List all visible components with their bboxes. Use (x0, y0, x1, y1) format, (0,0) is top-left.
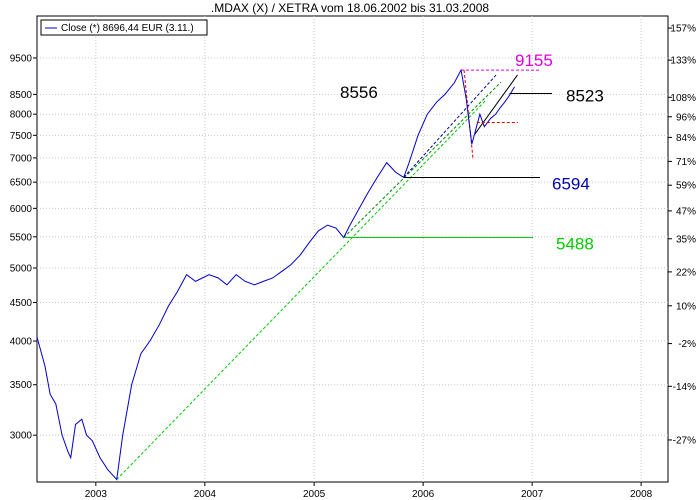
x-tick-label: 2004 (194, 489, 217, 500)
y-left-tick-label: 9500 (10, 53, 33, 64)
y-right-tick-label: 10% (676, 301, 696, 312)
y-right-tick-label: 22% (676, 267, 696, 278)
trendline-green (116, 99, 487, 480)
trendline-blue (403, 74, 497, 178)
series (36, 68, 515, 481)
trendline-black (474, 74, 518, 135)
y-right-tick-label: 157% (670, 24, 696, 35)
y-left-tick-label: 5500 (10, 232, 33, 243)
x-tick-label: 2008 (630, 489, 653, 500)
level-6594-label: 6594 (552, 174, 590, 193)
y-left-tick-label: 8500 (10, 90, 33, 101)
grid (37, 16, 668, 482)
price-line (36, 68, 515, 481)
y-left-tick-label: 3000 (10, 431, 33, 442)
y-left-tick-label: 7500 (10, 131, 33, 142)
level-8556-label: 8556 (340, 83, 378, 102)
y-right-tick-label: 133% (670, 56, 696, 67)
level-8523-label: 8523 (566, 86, 604, 105)
y-left-tick-label: 4000 (10, 337, 33, 348)
y-right-tick-label: 35% (676, 234, 696, 245)
y-left-tick-label: 5000 (10, 264, 33, 275)
y-right-tick-label: 71% (676, 157, 696, 168)
y-left-tick-label: 8000 (10, 110, 33, 121)
axes: 3000 3500 4000 4500 5000 5500 6000 6500 7000 7500… (10, 24, 696, 500)
y-right-tick-label: 108% (670, 93, 696, 104)
legend: Close (*) 8696,44 EUR (3.11.) (40, 19, 208, 36)
y-right-tick-label: 59% (676, 181, 696, 192)
y-right-tick-label: -2% (678, 339, 696, 350)
y-right-tick-label: 84% (676, 133, 696, 144)
y-right-tick-label: -14% (673, 382, 696, 393)
y-right-tick-label: -27% (673, 435, 696, 446)
x-tick-label: 2005 (303, 489, 326, 500)
level-5488-label: 5488 (556, 235, 594, 254)
legend-box (40, 19, 208, 36)
chart-title: .MDAX (X) / XETRA vom 18.06.2002 bis 31.… (210, 1, 490, 15)
x-tick-label: 2006 (412, 489, 435, 500)
y-right-tick-label: 96% (676, 112, 696, 123)
y-right-tick-label: 47% (676, 206, 696, 217)
legend-label: Close (*) 8696,44 EUR (3.11.) (61, 23, 194, 34)
y-left-tick-label: 4500 (10, 298, 33, 309)
y-left-tick-label: 7000 (10, 153, 33, 164)
annotation-lines (343, 69, 552, 239)
y-left-tick-label: 6500 (10, 178, 33, 189)
y-left-tick-label: 6000 (10, 204, 33, 215)
annotation-labels: 9155 8523 6594 5488 8556 (340, 51, 604, 253)
y-left-tick-label: 3500 (10, 380, 33, 391)
trendline-dark-green (343, 81, 502, 238)
x-tick-label: 2007 (521, 489, 544, 500)
plot-frame (36, 15, 669, 483)
x-tick-label: 2003 (85, 489, 108, 500)
trendlines (116, 70, 518, 480)
level-9155-label: 9155 (515, 51, 553, 70)
